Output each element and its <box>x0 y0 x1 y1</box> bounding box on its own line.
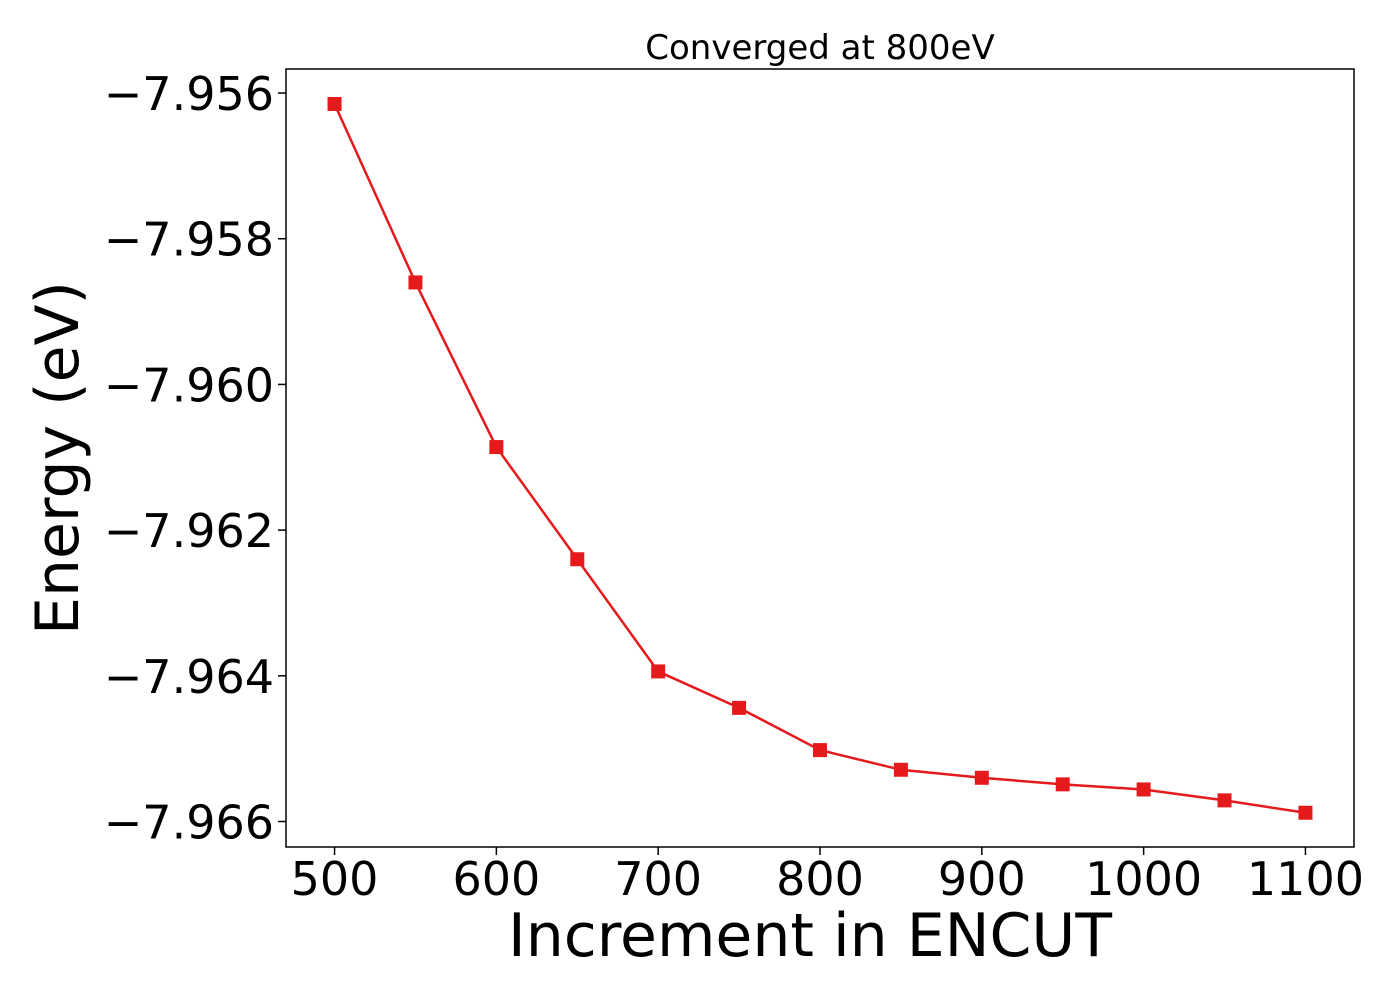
y-tick-label: −7.966 <box>104 796 274 850</box>
x-tick-label: 600 <box>452 852 540 906</box>
x-axis: 500 600 700 800 900 1000 1100 <box>291 847 1364 906</box>
data-point-marker <box>1055 777 1070 792</box>
data-point-marker <box>1217 793 1232 808</box>
x-tick-label: 900 <box>938 852 1026 906</box>
x-tick-label: 700 <box>614 852 702 906</box>
y-axis: −7.956 −7.958 −7.960 −7.962 −7.964 −7.966 <box>104 67 286 850</box>
y-tick-label: −7.956 <box>104 67 274 121</box>
x-tick-label: 1000 <box>1085 852 1202 906</box>
data-point-marker <box>813 743 827 758</box>
data-point-marker <box>974 770 989 785</box>
data-point-marker <box>489 440 504 455</box>
x-tick-label: 800 <box>776 852 864 906</box>
x-tick-label: 500 <box>291 852 379 906</box>
x-tick-label: 1100 <box>1247 852 1364 906</box>
y-tick-label: −7.964 <box>104 650 274 704</box>
chart-title: Converged at 800eV <box>645 28 994 68</box>
x-axis-label: Increment in ENCUT <box>508 901 1112 971</box>
y-axis-label: Energy (eV) <box>23 281 93 635</box>
data-point-marker <box>651 664 666 679</box>
plot-area <box>285 68 1355 848</box>
y-tick-label: −7.960 <box>104 358 274 412</box>
data-point-marker <box>408 275 423 290</box>
y-tick-label: −7.958 <box>104 213 274 267</box>
data-point-marker <box>1298 805 1313 820</box>
series-layer <box>327 96 1313 820</box>
data-point-marker <box>732 700 747 715</box>
y-tick-label: −7.962 <box>104 504 274 558</box>
data-point-marker <box>570 552 585 567</box>
data-point-marker <box>893 762 908 777</box>
data-point-marker <box>1136 782 1151 797</box>
data-point-marker <box>327 96 342 111</box>
